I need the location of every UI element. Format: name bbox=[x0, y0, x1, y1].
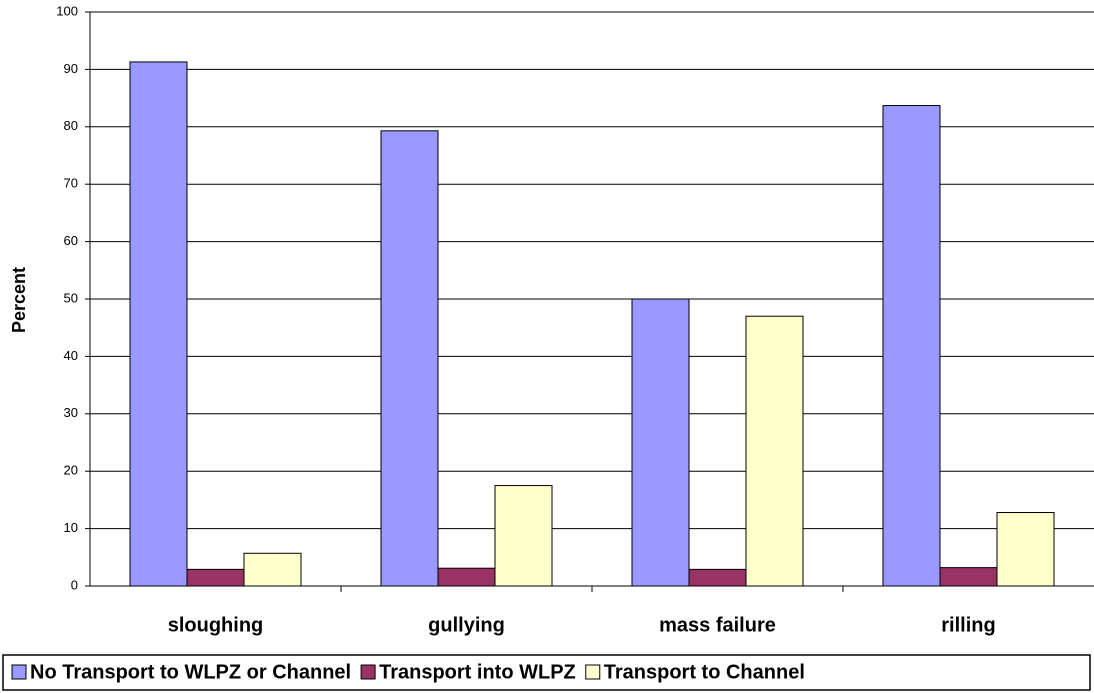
y-tick-label: 70 bbox=[64, 176, 78, 191]
y-tick-label: 30 bbox=[64, 405, 78, 420]
bar bbox=[996, 512, 1055, 587]
bar bbox=[745, 315, 804, 587]
bar bbox=[688, 568, 747, 587]
y-axis-label: Percent bbox=[9, 267, 29, 333]
y-tick-label: 100 bbox=[56, 3, 78, 18]
x-tick-label: mass failure bbox=[659, 614, 776, 636]
y-tick-label: 50 bbox=[64, 290, 78, 305]
bar bbox=[243, 552, 302, 587]
legend-label: No Transport to WLPZ or Channel bbox=[30, 661, 351, 683]
legend-swatch bbox=[11, 664, 27, 680]
bar bbox=[939, 567, 998, 587]
legend-label: Transport to Channel bbox=[604, 661, 805, 683]
bar bbox=[186, 568, 245, 587]
y-tick-label: 10 bbox=[64, 520, 78, 535]
bar bbox=[494, 485, 553, 587]
bar bbox=[129, 61, 188, 587]
legend-box bbox=[2, 654, 1091, 691]
legend-swatch bbox=[360, 664, 376, 680]
x-tick-label: gullying bbox=[428, 614, 505, 636]
bar bbox=[437, 567, 496, 587]
y-tick-label: 20 bbox=[64, 463, 78, 478]
legend-label: Transport into WLPZ bbox=[379, 661, 576, 683]
bar bbox=[380, 130, 439, 587]
y-tick-label: 0 bbox=[71, 577, 78, 592]
y-tick-label: 40 bbox=[64, 348, 78, 363]
x-tick-label: sloughing bbox=[168, 614, 264, 636]
x-tick-label: rilling bbox=[941, 614, 995, 636]
y-tick-label: 80 bbox=[64, 118, 78, 133]
y-tick-label: 60 bbox=[64, 233, 78, 248]
y-tick-label: 90 bbox=[64, 61, 78, 76]
legend-swatch bbox=[585, 664, 601, 680]
bar bbox=[882, 105, 941, 587]
bar bbox=[631, 298, 690, 587]
